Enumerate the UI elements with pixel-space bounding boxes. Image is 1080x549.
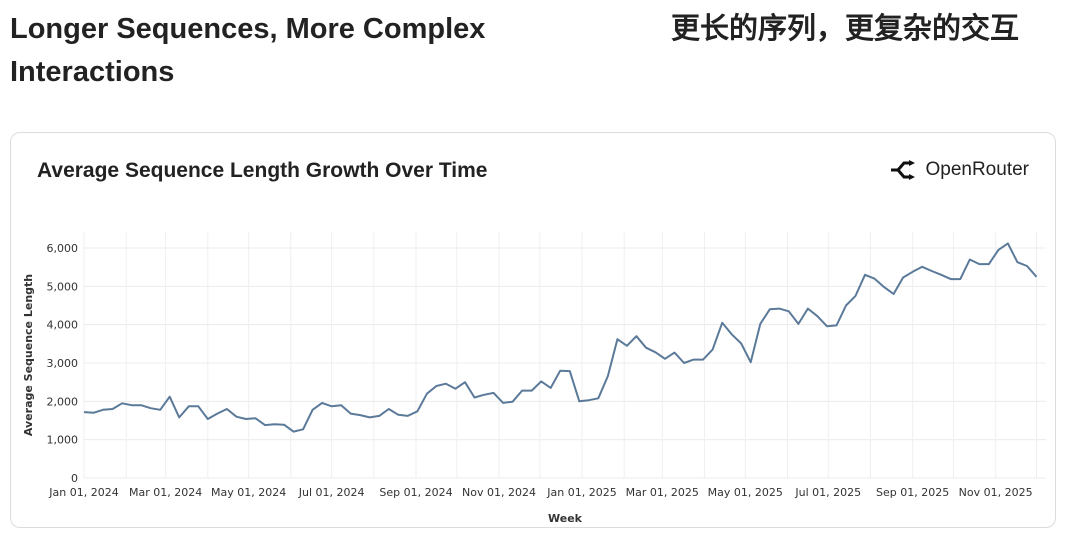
x-tick-labels: Jan 01, 2024 Mar 01, 2024 May 01, 2024 Jul … [48, 486, 1032, 499]
x-tick-label: Mar 01, 2024 [129, 486, 202, 499]
x-axis-label: Week [548, 512, 583, 525]
chart-title: Average Sequence Length Growth Over Time [37, 159, 488, 182]
data-points [83, 243, 1037, 432]
x-tick-label: Sep 01, 2025 [876, 486, 949, 499]
x-tick-label: Nov 01, 2025 [959, 486, 1033, 499]
x-tick-label: Mar 01, 2025 [626, 486, 699, 499]
plot-area [84, 232, 1046, 478]
heading-chinese: 更长的序列，更复杂的交互 [671, 13, 1020, 45]
x-tick-label: May 01, 2025 [708, 486, 783, 499]
y-tick-label: 3,000 [47, 357, 79, 370]
x-tick-label: Jul 01, 2025 [794, 486, 861, 499]
brand: OpenRouter [889, 159, 1029, 181]
y-tick-label: 2,000 [47, 395, 79, 408]
series-line [83, 242, 1038, 433]
x-tick-label: Jan 01, 2025 [546, 486, 616, 499]
grid [83, 232, 1046, 479]
x-tick-label: Sep 01, 2024 [379, 486, 452, 499]
y-tick-label: 6,000 [47, 242, 79, 255]
x-tick-label: Jul 01, 2024 [298, 486, 365, 499]
x-tick-label: Nov 01, 2024 [462, 486, 536, 499]
y-tick-labels: 0 1,000 2,000 3,000 4,000 5,000 6,000 [47, 242, 79, 485]
y-tick-label: 1,000 [47, 434, 79, 447]
x-tick-label: Jan 01, 2024 [48, 486, 118, 499]
y-axis-label: Average Sequence Length [22, 274, 35, 436]
y-tick-label: 0 [71, 472, 78, 485]
y-tick-label: 5,000 [47, 280, 79, 293]
x-tick-label: May 01, 2024 [211, 486, 286, 499]
brand-name: OpenRouter [925, 159, 1029, 180]
heading-english: Longer Sequences, More Complex Interacti… [10, 13, 486, 88]
y-tick-label: 4,000 [47, 319, 79, 332]
openrouter-logo-icon [891, 160, 916, 180]
